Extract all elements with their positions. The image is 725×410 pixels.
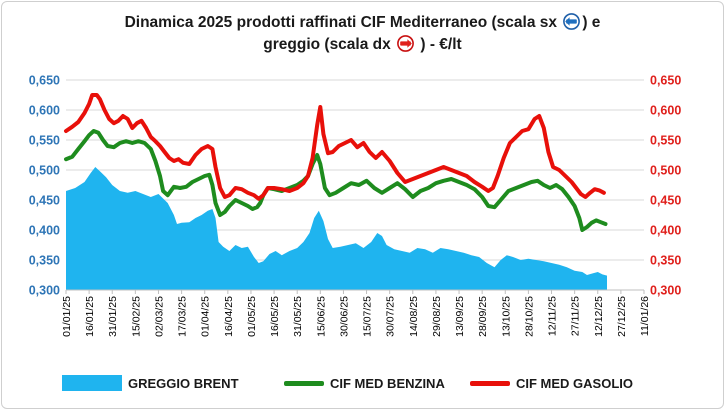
x-tick-label: 29/08/25 — [431, 296, 443, 337]
legend-item-gasolio: CIF MED GASOLIO — [470, 372, 633, 394]
y-left-tick-label: 0,500 — [29, 164, 60, 178]
legend-swatch-gasolio — [470, 380, 510, 386]
y-right-tick-label: 0,500 — [650, 164, 681, 178]
x-tick-label: 12/12/25 — [593, 296, 605, 337]
chart-title-line-2-text: greggio (scala dx — [263, 36, 391, 53]
y-left-tick-label: 0,600 — [29, 104, 60, 118]
y-left-tick-label: 0,400 — [29, 224, 60, 238]
y-right-tick-label: 0,300 — [650, 284, 681, 298]
y-right-tick-label: 0,550 — [650, 134, 681, 148]
y-right-tick-label: 0,400 — [650, 224, 681, 238]
left-arrow-circle-icon — [563, 13, 581, 30]
x-tick-label: 31/05/25 — [292, 296, 304, 337]
chart-title-line-1-text: Dinamica 2025 prodotti raffinati CIF Med… — [124, 14, 557, 31]
x-tick-label: 01/01/25 — [61, 296, 73, 337]
x-tick-label: 13/10/25 — [500, 296, 512, 337]
y-left-tick-label: 0,350 — [29, 254, 60, 268]
chart-title-line-1-end: ) e — [582, 14, 601, 31]
y-left-tick-label: 0,550 — [29, 134, 60, 148]
x-axis: 01/01/25 16/01/25 31/01/25 15/02/25 02/03/25… — [61, 289, 651, 337]
x-tick-label: 01/04/25 — [200, 296, 212, 337]
right-arrow-circle-icon — [397, 35, 414, 52]
chart-title-line-1: Dinamica 2025 prodotti raffinati CIF Med… — [0, 12, 725, 34]
x-tick-label: 02/03/25 — [153, 296, 165, 337]
legend: GREGGIO BRENT CIF MED BENZINA CIF MED GA… — [0, 372, 725, 394]
chart-title-line-2-end: ) - €/lt — [420, 36, 462, 53]
x-tick-label: 13/09/25 — [454, 296, 466, 337]
legend-label-benzina: CIF MED BENZINA — [330, 375, 445, 391]
y-axis-left: 0,300 0,350 0,400 0,450 0,500 0,550 0,600 0,650 — [29, 74, 60, 298]
y-left-tick-label: 0,450 — [29, 194, 60, 208]
x-tick-label: 11/01/26 — [639, 296, 651, 336]
chart-title-line-2: greggio (scala dx ) - €/lt — [0, 34, 725, 56]
legend-swatch-benzina — [284, 380, 324, 386]
x-tick-label: 14/08/25 — [408, 296, 420, 337]
x-tick-label: 16/01/25 — [84, 296, 96, 337]
legend-item-brent: GREGGIO BRENT — [62, 372, 239, 394]
y-right-tick-label: 0,450 — [650, 194, 681, 208]
x-tick-label: 15/07/25 — [362, 296, 374, 337]
x-tick-label: 15/06/25 — [315, 296, 327, 337]
legend-label-gasolio: CIF MED GASOLIO — [516, 375, 633, 391]
y-right-tick-label: 0,350 — [650, 254, 681, 268]
y-left-tick-label: 0,650 — [29, 74, 60, 88]
x-tick-label: 31/01/25 — [107, 296, 119, 337]
y-axis-right: 0,300 0,350 0,400 0,450 0,500 0,550 0,600 0,650 — [650, 74, 681, 298]
x-tick-label: 16/04/25 — [223, 296, 235, 337]
x-tick-label: 16/05/25 — [269, 296, 281, 337]
legend-item-benzina: CIF MED BENZINA — [284, 372, 445, 394]
line-cif-med-gasolio — [64, 93, 606, 201]
x-tick-label: 28/09/25 — [477, 296, 489, 337]
legend-swatch-brent — [62, 375, 122, 391]
area-greggio-brent — [66, 167, 608, 290]
chart-title: Dinamica 2025 prodotti raffinati CIF Med… — [0, 12, 725, 56]
y-left-tick-label: 0,300 — [29, 284, 60, 298]
series-greggio-brent — [66, 167, 608, 290]
x-tick-label: 28/10/25 — [523, 296, 535, 337]
y-right-tick-label: 0,650 — [650, 74, 681, 88]
x-tick-label: 15/02/25 — [130, 296, 142, 337]
x-tick-label: 12/11/25 — [547, 296, 559, 336]
x-tick-label: 17/03/25 — [177, 296, 189, 337]
y-right-tick-label: 0,600 — [650, 104, 681, 118]
x-tick-label: 30/06/25 — [338, 296, 350, 337]
x-tick-label: 27/12/25 — [616, 296, 628, 337]
series-cif-med-gasolio — [64, 93, 606, 201]
x-tick-label: 30/07/25 — [385, 296, 397, 337]
x-tick-label: 01/05/25 — [246, 296, 258, 337]
x-tick-label: 27/11/25 — [570, 296, 582, 336]
legend-label-brent: GREGGIO BRENT — [128, 375, 239, 391]
